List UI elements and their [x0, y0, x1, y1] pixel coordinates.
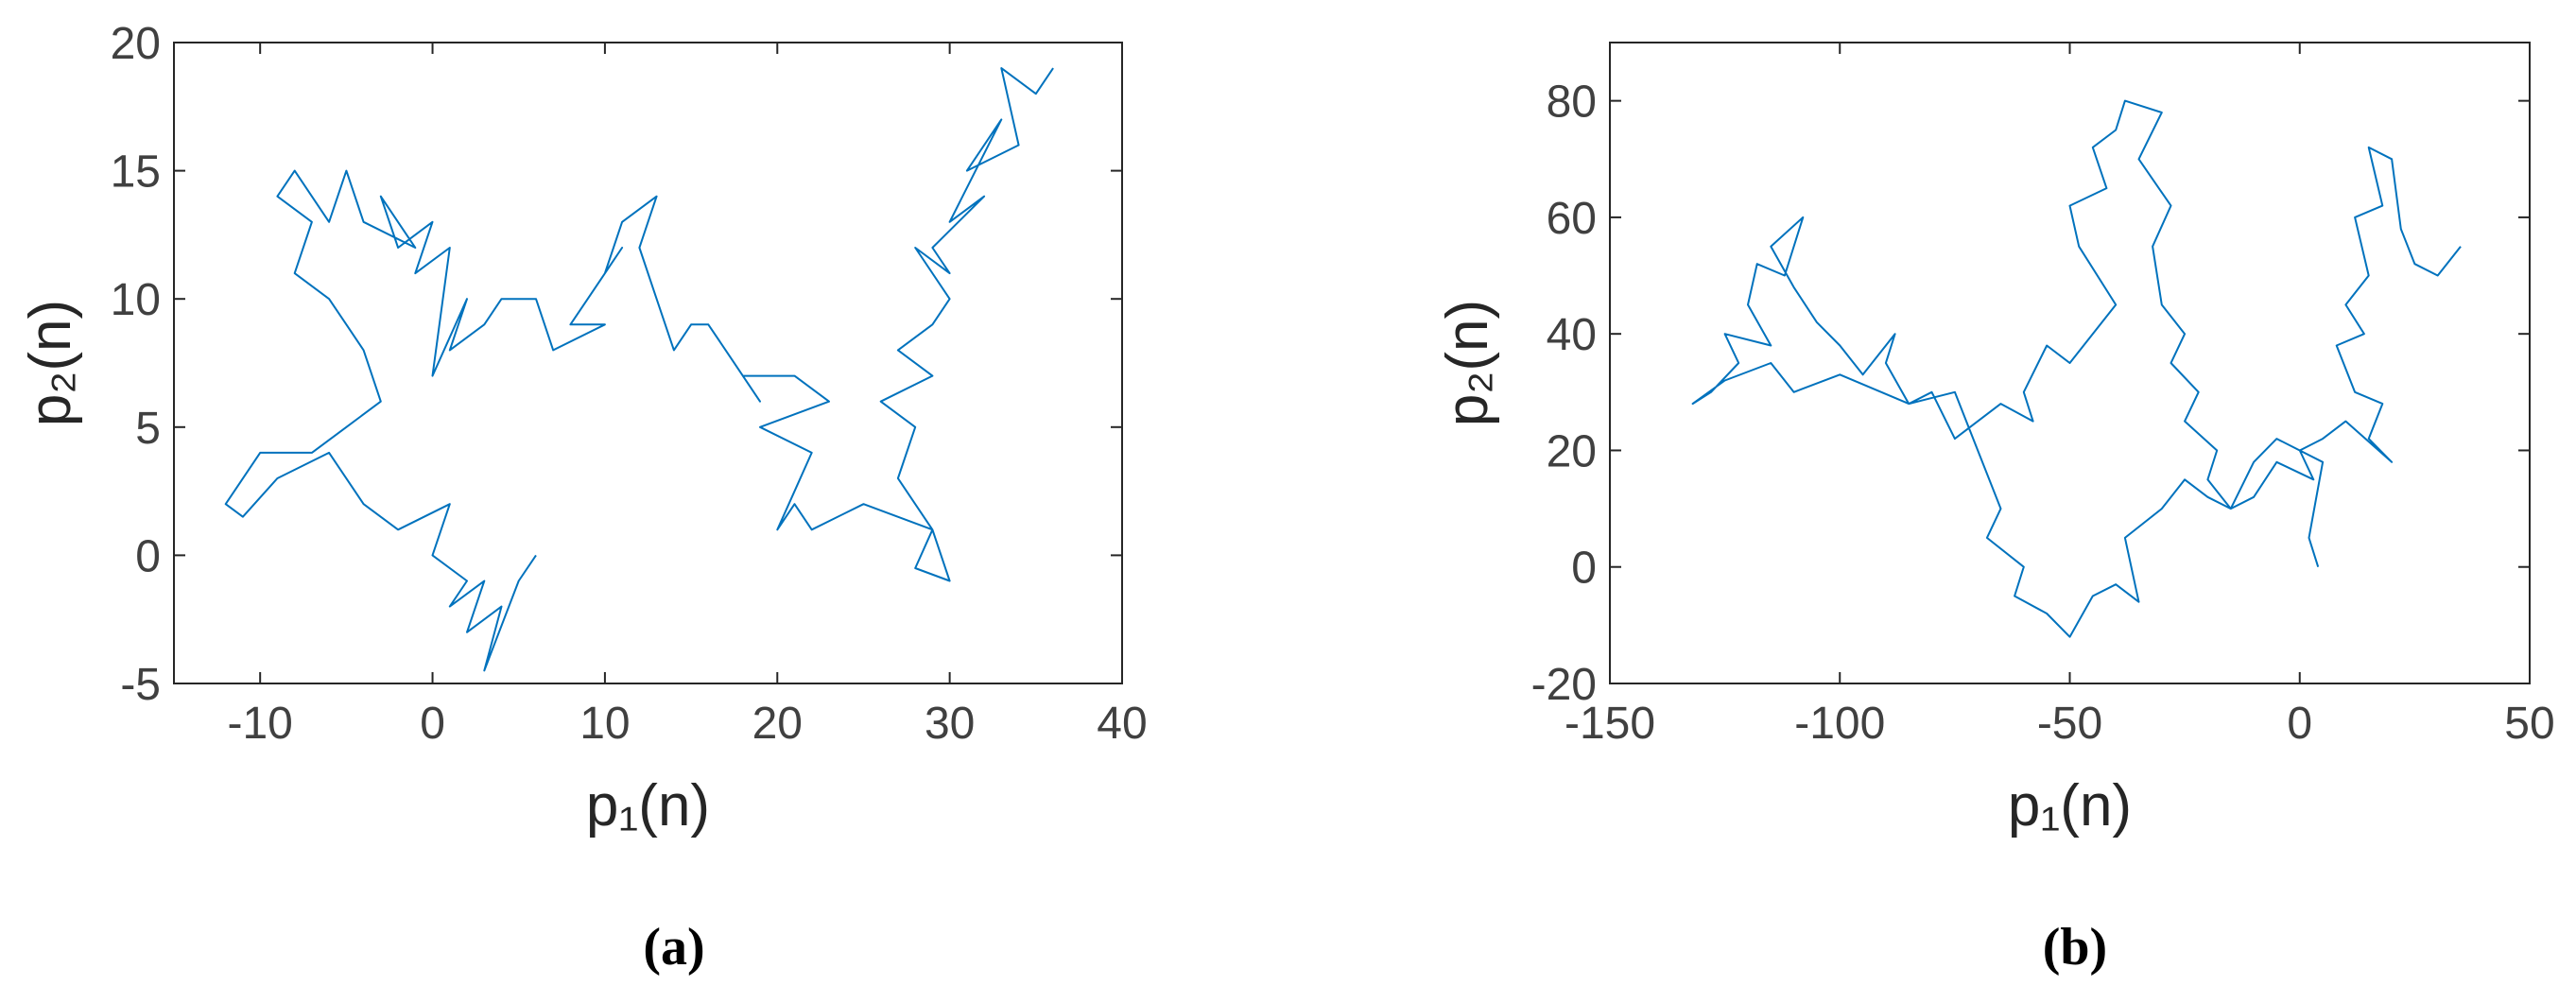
x-axis-label: p₁(n) — [586, 773, 710, 839]
panel-caption: (a) — [643, 918, 704, 977]
walk-line — [224, 67, 1054, 672]
y-tick-label: -20 — [1531, 660, 1597, 710]
axes-frame — [173, 42, 1123, 684]
x-tick-label: -10 — [227, 699, 292, 749]
y-tick-label: 40 — [1547, 310, 1597, 360]
y-tick-label: 15 — [111, 147, 161, 198]
x-tick-label: -150 — [1565, 699, 1655, 749]
x-tick-label: 0 — [420, 699, 445, 749]
y-tick-label: 0 — [135, 531, 161, 581]
x-tick-label: 0 — [2287, 699, 2312, 749]
y-tick-label: 5 — [135, 404, 161, 454]
y-axis-label: p₂(n) — [1435, 300, 1500, 426]
y-tick-label: 10 — [111, 275, 161, 325]
y-tick-label: 20 — [1547, 426, 1597, 476]
x-tick-label: -100 — [1794, 699, 1885, 749]
y-tick-label: -5 — [120, 660, 161, 710]
y-tick-label: 0 — [1571, 544, 1597, 594]
y-axis-label: p₂(n) — [18, 300, 83, 426]
chart-panel: -150 -100 -50 0 50 -20 0 20 40 60 80 p₁(n) p₂(n) (b) — [1435, 42, 2555, 977]
y-tick-label: 20 — [111, 19, 161, 69]
x-tick-label: 40 — [1097, 699, 1147, 749]
y-tick-label: 60 — [1547, 194, 1597, 244]
x-tick-label: 20 — [752, 699, 803, 749]
chart-panel: -10 0 10 20 30 40 -5 0 5 10 15 20 p₁(n) p₂(n) (a) — [18, 19, 1148, 977]
x-axis-label: p₁(n) — [2008, 773, 2132, 839]
x-tick-label: -50 — [2037, 699, 2102, 749]
walk-line — [1691, 99, 2462, 638]
x-tick-label: 50 — [2504, 699, 2554, 749]
x-tick-label: 10 — [579, 699, 630, 749]
y-tick-label: 80 — [1547, 78, 1597, 128]
x-tick-label: 30 — [925, 699, 975, 749]
panel-caption: (b) — [2043, 918, 2107, 977]
